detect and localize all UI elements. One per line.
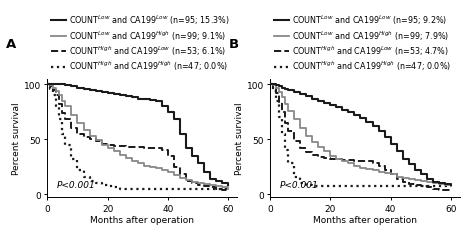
Y-axis label: Percent survival: Percent survival <box>235 102 244 175</box>
X-axis label: Months after operation: Months after operation <box>90 215 194 225</box>
Y-axis label: Percent survival: Percent survival <box>12 102 21 175</box>
Text: B: B <box>228 38 238 51</box>
Legend: COUNT$^{Low}$ and CA199$^{Low}$ (n=95; 9.2%), COUNT$^{Low}$ and CA199$^{High}$ (: COUNT$^{Low}$ and CA199$^{Low}$ (n=95; 9… <box>274 14 451 73</box>
Text: P<0.001: P<0.001 <box>280 180 319 189</box>
Text: A: A <box>6 38 16 51</box>
Legend: COUNT$^{Low}$ and CA199$^{Low}$ (n=95; 15.3%), COUNT$^{Low}$ and CA199$^{High}$ : COUNT$^{Low}$ and CA199$^{Low}$ (n=95; 1… <box>51 14 230 73</box>
X-axis label: Months after operation: Months after operation <box>313 215 417 225</box>
Text: P<0.001: P<0.001 <box>57 180 96 189</box>
